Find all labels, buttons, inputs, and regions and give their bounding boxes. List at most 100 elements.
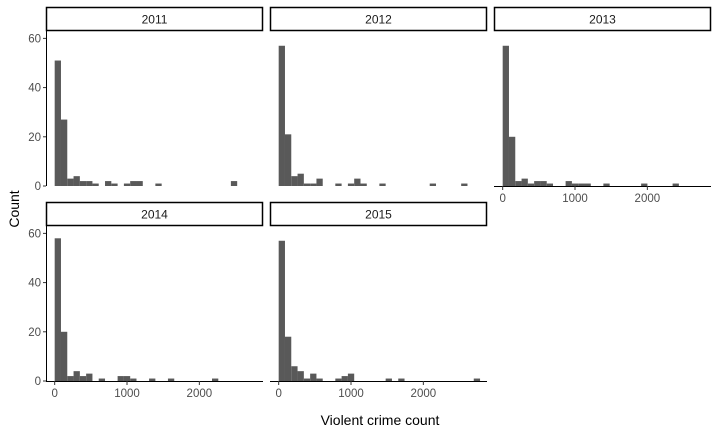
y-tick-label: 0 bbox=[35, 376, 41, 388]
histogram-bar bbox=[347, 183, 355, 186]
histogram-bar bbox=[527, 183, 535, 186]
histogram-bar bbox=[360, 183, 367, 186]
facet-strip bbox=[269, 6, 488, 32]
y-tick-label: 60 bbox=[28, 228, 41, 240]
y-tick-label: 60 bbox=[28, 33, 41, 45]
facet-strip bbox=[45, 201, 264, 227]
y-tick-label: 40 bbox=[28, 83, 41, 95]
histogram-bar bbox=[310, 183, 317, 186]
facet-strip-label: 2012 bbox=[365, 13, 392, 27]
histogram-bar bbox=[379, 183, 386, 186]
histogram-bar bbox=[54, 238, 61, 381]
histogram-bar bbox=[565, 181, 572, 186]
histogram-bar bbox=[278, 240, 285, 381]
histogram-bar bbox=[149, 378, 156, 381]
histogram-bar bbox=[672, 183, 679, 186]
histogram-bar bbox=[461, 183, 468, 186]
histogram-bar bbox=[79, 181, 87, 186]
histogram-bar bbox=[73, 371, 80, 381]
histogram-bar bbox=[316, 378, 323, 381]
histogram-bar bbox=[230, 181, 238, 186]
histogram-bar bbox=[398, 378, 405, 381]
x-tick-label: 1000 bbox=[338, 388, 364, 400]
facet-panel-2013: 2013 0 1000 2000 bbox=[493, 6, 712, 205]
histogram-bar bbox=[297, 173, 304, 186]
histogram-bar bbox=[540, 181, 547, 186]
histogram-bar bbox=[291, 176, 298, 186]
facet-panel-2014: 2014 0 20 40 60 0 1000 2000 bbox=[28, 201, 264, 400]
histogram-bar bbox=[123, 183, 131, 186]
histogram-bar bbox=[603, 183, 610, 186]
y-tick-label: 40 bbox=[28, 278, 41, 290]
histogram-bar bbox=[123, 376, 131, 381]
x-tick-label: 0 bbox=[499, 193, 505, 205]
histogram-bar bbox=[429, 183, 437, 186]
histogram-bar bbox=[534, 181, 541, 186]
histogram-bar bbox=[136, 181, 143, 186]
histogram-bar bbox=[335, 378, 342, 381]
x-tick-label: 0 bbox=[51, 388, 57, 400]
histogram-bar bbox=[130, 378, 137, 381]
histogram-bar bbox=[155, 183, 162, 186]
x-axis-title: Violent crime count bbox=[321, 412, 440, 428]
x-tick-label: 2000 bbox=[187, 388, 213, 400]
histogram-bar bbox=[167, 378, 175, 381]
y-tick-label: 20 bbox=[28, 132, 41, 144]
histogram-bar bbox=[297, 371, 304, 381]
histogram-bar bbox=[316, 178, 323, 186]
histogram-bar bbox=[79, 376, 87, 381]
y-tick-label: 0 bbox=[35, 181, 41, 193]
histogram-bar bbox=[284, 134, 292, 186]
histogram-bar bbox=[86, 181, 93, 186]
histogram-bar bbox=[130, 181, 137, 186]
histogram-bar bbox=[278, 45, 285, 187]
facets: 2011 0 20 40 60 2012 2013 0 1000 2000 2014 0 20 40 60 0… bbox=[28, 6, 712, 400]
histogram-bar bbox=[117, 376, 124, 381]
histogram-bar bbox=[111, 183, 118, 186]
y-tick-label: 20 bbox=[28, 327, 41, 339]
x-tick-label: 1000 bbox=[114, 388, 140, 400]
histogram-bar bbox=[335, 183, 342, 186]
x-tick-label: 0 bbox=[275, 388, 281, 400]
histogram-bar bbox=[212, 378, 219, 381]
histogram-bar bbox=[60, 119, 68, 186]
histogram-bar bbox=[347, 373, 355, 381]
histogram-bar bbox=[341, 376, 348, 381]
histogram-bar bbox=[284, 336, 292, 381]
histogram-bar bbox=[521, 178, 528, 186]
histogram-bar bbox=[303, 183, 311, 186]
facet-strip bbox=[493, 6, 712, 32]
facet-strip-label: 2015 bbox=[365, 208, 392, 222]
histogram-bar bbox=[86, 373, 93, 381]
histogram-bar bbox=[92, 183, 99, 186]
histogram-bar bbox=[67, 376, 74, 381]
histogram-bar bbox=[571, 183, 579, 186]
histogram-bar bbox=[60, 331, 68, 381]
facet-panel-2012: 2012 bbox=[269, 6, 488, 187]
histogram-bar bbox=[515, 181, 522, 186]
facet-panel-2011: 2011 0 20 40 60 bbox=[28, 6, 264, 193]
facet-strip bbox=[269, 201, 488, 227]
y-axis-title: Count bbox=[6, 190, 22, 227]
histogram-bar bbox=[508, 136, 516, 186]
histogram-bar bbox=[291, 366, 298, 381]
histogram-bar bbox=[54, 60, 61, 186]
histogram-bar bbox=[73, 176, 80, 186]
x-tick-label: 2000 bbox=[635, 193, 661, 205]
histogram-bar bbox=[385, 378, 392, 381]
histogram-bar bbox=[310, 373, 317, 381]
facet-panel-2015: 2015 0 1000 2000 bbox=[269, 201, 488, 400]
x-tick-label: 2000 bbox=[411, 388, 437, 400]
histogram-bar bbox=[584, 183, 591, 186]
facet-strip-label: 2014 bbox=[141, 208, 168, 222]
histogram-bar bbox=[502, 45, 509, 187]
facet-strip-label: 2011 bbox=[142, 13, 168, 27]
x-tick-label: 1000 bbox=[562, 193, 588, 205]
histogram-bar bbox=[473, 378, 481, 381]
facet-strip bbox=[45, 6, 264, 32]
histogram-bar bbox=[303, 378, 311, 381]
histogram-bar bbox=[67, 178, 74, 186]
histogram-bar bbox=[98, 378, 106, 381]
histogram-bar bbox=[105, 181, 112, 186]
